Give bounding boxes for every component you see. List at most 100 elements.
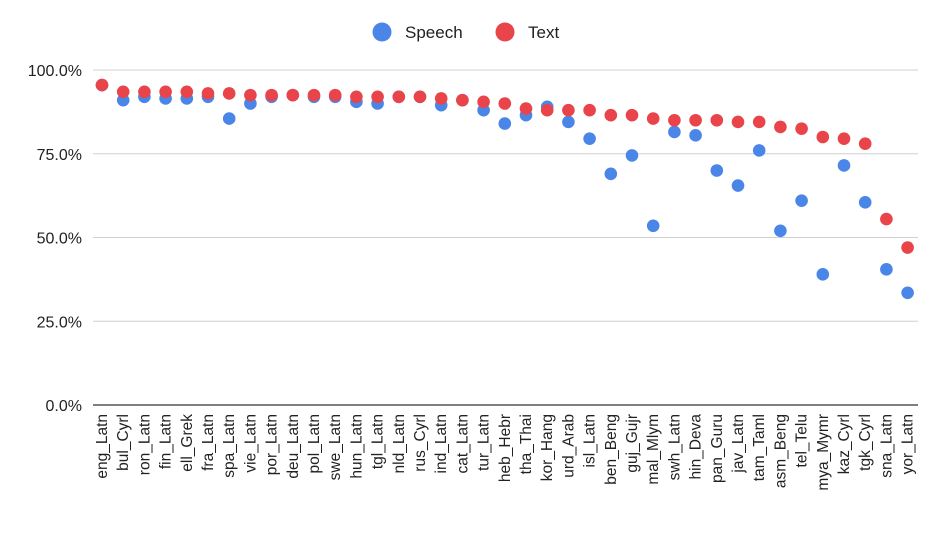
data-point-speech: [668, 125, 681, 139]
data-point-text: [858, 137, 872, 150]
data-point-text: [689, 113, 702, 127]
x-tick-label: yor_Latn: [900, 414, 917, 474]
data-point-speech: [498, 117, 512, 130]
data-point-speech: [625, 149, 639, 162]
x-tick-label: mal_Mlym: [645, 414, 662, 485]
data-point-text: [498, 97, 512, 110]
x-tick-label: bul_Cyrl: [115, 414, 132, 471]
x-tick-label: por_Latn: [264, 414, 281, 475]
data-point-speech: [837, 159, 851, 172]
data-point-text: [456, 93, 469, 107]
data-point-text: [413, 90, 427, 104]
x-tick-label: ell_Grek: [179, 414, 196, 472]
data-point-text: [201, 87, 215, 100]
x-tick-label: jav_Latn: [730, 414, 747, 474]
data-point-text: [562, 103, 575, 117]
data-point-text: [265, 88, 278, 102]
x-tick-label: hin_Deva: [688, 414, 705, 480]
data-point-speech: [901, 286, 914, 300]
data-point-text: [540, 103, 554, 117]
data-point-speech: [689, 129, 702, 142]
legend-label-speech: Speech: [405, 23, 463, 42]
x-tick-label: deu_Latn: [285, 414, 302, 479]
y-tick-label: 100.0%: [28, 63, 82, 80]
x-tick-label: nld_Latn: [391, 414, 408, 473]
data-point-text: [244, 88, 257, 102]
data-point-speech: [562, 115, 575, 129]
x-tick-label: vie_Latn: [242, 414, 259, 473]
data-point-text: [95, 78, 109, 92]
data-point-text: [731, 115, 745, 129]
data-point-text: [159, 85, 172, 99]
x-tick-label: cat_Latn: [454, 414, 471, 473]
data-points: [95, 78, 914, 300]
data-point-text: [519, 102, 533, 115]
data-point-text: [392, 90, 406, 104]
data-point-text: [901, 241, 914, 254]
data-point-speech: [795, 194, 808, 207]
data-point-text: [646, 112, 660, 125]
data-point-text: [752, 115, 766, 129]
x-tick-label: ben_Beng: [603, 414, 620, 485]
data-point-text: [180, 85, 194, 99]
data-point-text: [710, 113, 724, 127]
data-point-text: [583, 103, 596, 117]
x-tick-label: tam_Taml: [751, 414, 768, 481]
data-point-speech: [731, 179, 745, 192]
data-point-text: [795, 122, 808, 135]
data-point-text: [307, 88, 321, 102]
x-tick-label: swh_Latn: [666, 414, 683, 480]
data-point-text: [668, 113, 681, 127]
x-tick-label: swe_Latn: [327, 414, 344, 480]
data-point-speech: [583, 132, 596, 145]
x-axis-ticks: eng_Latn bul_Cyrl ron_Latn fin_Latn ell_Grek…: [94, 414, 917, 491]
x-tick-label: urd_Arab: [560, 414, 577, 478]
gridlines: [93, 69, 918, 406]
data-point-text: [350, 90, 363, 104]
data-point-speech: [858, 196, 872, 209]
x-tick-label: kaz_Cyrl: [836, 414, 853, 474]
data-point-speech: [222, 112, 236, 125]
data-point-text: [477, 95, 490, 109]
x-tick-label: eng_Latn: [94, 414, 111, 479]
x-tick-label: mya_Mymr: [815, 414, 832, 491]
x-tick-label: pan_Guru: [709, 414, 726, 483]
x-tick-label: isl_Latn: [582, 414, 599, 467]
y-tick-label: 0.0%: [46, 398, 82, 415]
x-tick-label: pol_Latn: [306, 414, 323, 473]
data-point-speech: [816, 268, 830, 281]
legend-marker-text: [495, 22, 515, 42]
x-tick-label: ind_Latn: [433, 414, 450, 473]
data-point-text: [880, 212, 893, 226]
y-axis-ticks: 0.0% 25.0% 50.0% 75.0% 100.0%: [28, 63, 82, 415]
data-point-text: [328, 88, 342, 102]
legend-marker-speech: [372, 22, 392, 42]
x-tick-label: tgk_Cyrl: [857, 414, 874, 471]
x-tick-label: spa_Latn: [221, 414, 238, 478]
data-point-text: [286, 88, 300, 102]
data-point-text: [837, 132, 851, 145]
data-point-speech: [774, 224, 787, 238]
data-point-speech: [710, 164, 724, 177]
y-tick-label: 75.0%: [37, 147, 82, 164]
x-tick-label: tgl_Latn: [370, 414, 387, 469]
data-point-text: [116, 85, 130, 99]
x-tick-label: tha_Thai: [518, 414, 535, 474]
x-tick-label: tel_Telu: [794, 414, 811, 467]
x-tick-label: fra_Latn: [200, 414, 217, 471]
data-point-text: [222, 87, 236, 100]
data-point-text: [816, 130, 830, 144]
data-point-speech: [752, 144, 766, 157]
x-tick-label: heb_Hebr: [497, 414, 514, 482]
data-point-text: [434, 92, 448, 105]
legend-label-text: Text: [528, 23, 559, 42]
y-tick-label: 25.0%: [37, 314, 82, 331]
data-point-speech: [646, 219, 660, 233]
x-tick-label: kor_Hang: [539, 414, 556, 481]
data-point-text: [774, 120, 787, 134]
x-tick-label: rus_Cyrl: [412, 414, 429, 472]
data-point-text: [371, 90, 384, 104]
x-tick-label: fin_Latn: [158, 414, 175, 469]
data-point-text: [604, 108, 618, 122]
